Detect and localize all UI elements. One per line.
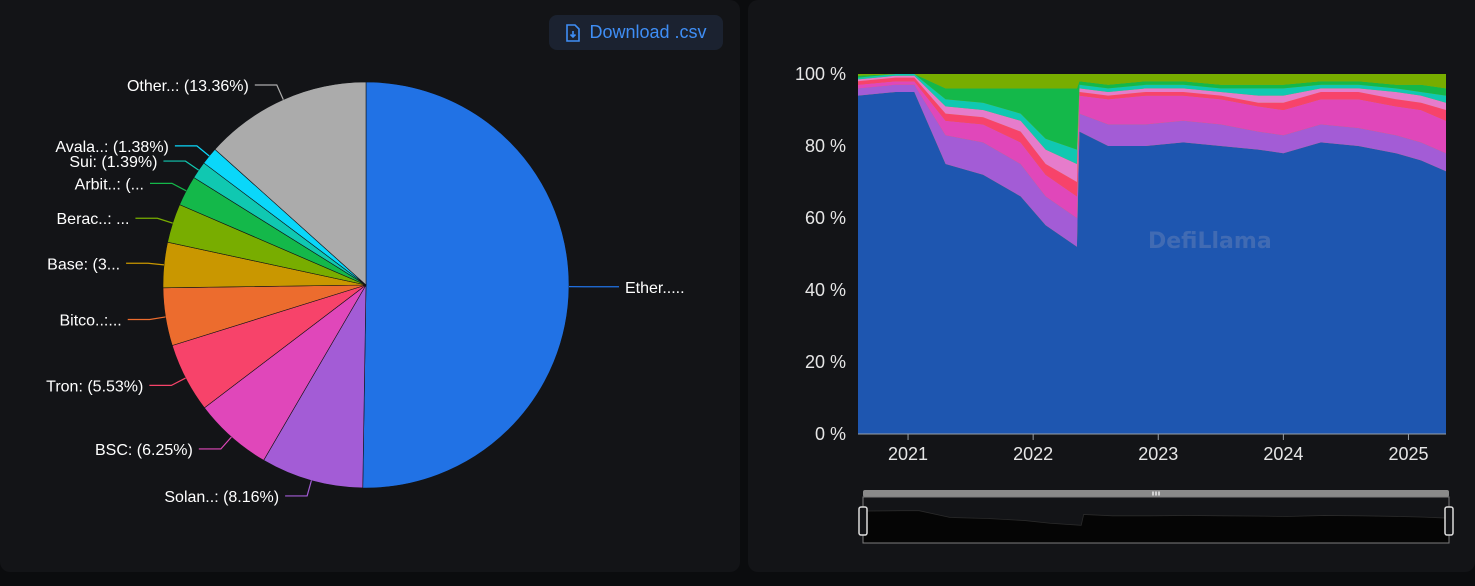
y-tick-label: 60 % [805, 208, 846, 228]
pie-chart: Ether..... Solan..: (8.16%) BSC: (6.25%) Tr… [46, 78, 685, 506]
pie-slice[interactable] [263, 283, 367, 489]
file-download-icon [566, 23, 581, 42]
pie-slice-label: Berac..: ... [57, 211, 130, 228]
y-tick-label: 80 % [805, 136, 846, 156]
pie-slice-label: Bitco..:... [59, 312, 121, 329]
area-series[interactable] [858, 74, 1446, 150]
area-series[interactable] [858, 81, 1446, 218]
zoom-slider-preview [862, 510, 1450, 544]
defillama-watermark: DefiLlama [1148, 229, 1272, 254]
area-chart-panel: DefiLlama 0 % 20 % 40 % 60 % 80 % 100 % 2021 202… [748, 0, 1475, 572]
pie-slice-label: Base: (3... [47, 256, 120, 273]
pie-slice-label: Ether..... [625, 280, 685, 297]
y-tick-label: 20 % [805, 352, 846, 372]
y-tick-label: 40 % [805, 280, 846, 300]
zoom-slider-grip-icon[interactable] [1152, 491, 1160, 496]
area-series[interactable] [858, 92, 1446, 434]
zoom-slider-handle[interactable] [1444, 506, 1454, 536]
pie-slice-label: BSC: (6.25%) [95, 442, 193, 459]
pie-leader-line [126, 262, 165, 266]
pie-slice-label: Avala..: (1.38%) [55, 139, 169, 156]
pie-leader-line [174, 145, 210, 157]
zoom-slider-handle[interactable] [858, 506, 868, 536]
pie-leader-line [254, 84, 284, 100]
pie-leader-line [135, 217, 173, 224]
x-tick-label: 2021 [888, 444, 928, 464]
pie-slice[interactable] [362, 81, 570, 489]
area-series[interactable] [858, 84, 1446, 247]
pie-leader-line [285, 480, 312, 497]
pie-slice-label: Solan..: (8.16%) [164, 489, 279, 506]
pie-leader-line [163, 160, 199, 171]
x-tick-label: 2022 [1013, 444, 1053, 464]
download-csv-button[interactable]: Download .csv [549, 15, 723, 50]
pie-leader-line [149, 182, 187, 192]
pie-leader-line [149, 377, 186, 386]
x-tick-label: 2025 [1388, 444, 1428, 464]
x-tick-label: 2023 [1138, 444, 1178, 464]
pie-slice-label: Arbit..: (... [75, 176, 144, 193]
pie-leader-line [198, 436, 232, 450]
y-tick-label: 0 % [815, 424, 846, 444]
x-tick-label: 2024 [1263, 444, 1303, 464]
pie-slice-label: Other..: (13.36%) [127, 78, 249, 95]
pie-leader-line [127, 316, 166, 321]
pie-slice-label: Tron: (5.53%) [46, 378, 143, 395]
y-tick-label: 100 % [795, 64, 846, 84]
area-series[interactable] [858, 74, 1446, 89]
pie-slice-label: Sui: (1.39%) [69, 154, 157, 171]
pie-chart-panel: Download .csv Ether..... Solan..: (8.16%)… [0, 0, 740, 572]
pie-slice[interactable] [214, 81, 367, 286]
download-csv-label: Download .csv [589, 22, 707, 42]
stacked-area-chart: DefiLlama 0 % 20 % 40 % 60 % 80 % 100 % 2021 202… [795, 64, 1454, 544]
